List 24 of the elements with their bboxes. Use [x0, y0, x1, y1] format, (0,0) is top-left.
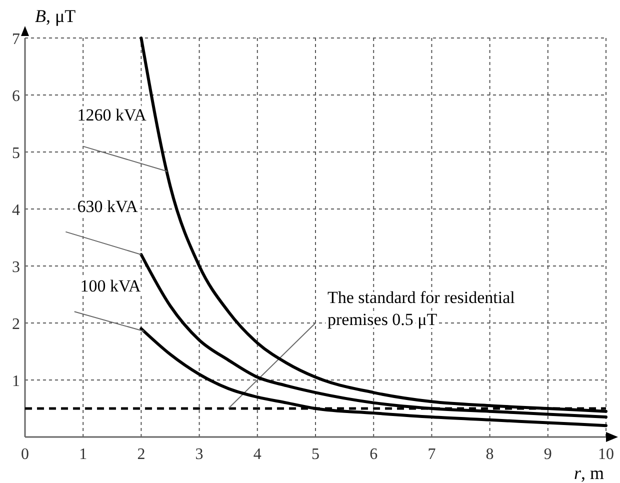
x-tick-label: 0	[21, 446, 29, 463]
x-tick-label: 3	[195, 446, 204, 463]
x-tick-label: 7	[428, 446, 436, 463]
series-label: 100 kVA	[80, 276, 142, 296]
x-tick-label: 4	[253, 446, 262, 463]
x-tick-label: 8	[486, 446, 494, 463]
x-tick-label: 2	[137, 446, 146, 463]
y-tick-label: 3	[12, 259, 20, 276]
series-label: 1260 kVA	[77, 106, 148, 125]
ref-line-label: The standard for residential premises 0.5 μT	[328, 288, 516, 329]
x-axis-title: r, m	[574, 463, 604, 483]
y-tick-label: 7	[12, 31, 20, 48]
x-tick-label: 9	[544, 446, 552, 463]
y-tick-label: 2	[12, 316, 20, 333]
x-tick-label: 1	[79, 446, 88, 463]
x-tick-label: 5	[312, 446, 320, 463]
y-tick-label: 1	[12, 373, 20, 390]
x-tick-label: 6	[370, 446, 378, 463]
y-axis-title: B, μT	[35, 6, 76, 26]
y-tick-label: 4	[12, 202, 20, 219]
x-tick-label: 10	[598, 446, 614, 463]
text: 630 kVA	[77, 196, 139, 216]
y-tick-label: 5	[12, 145, 20, 162]
y-tick-label: 6	[12, 88, 20, 105]
